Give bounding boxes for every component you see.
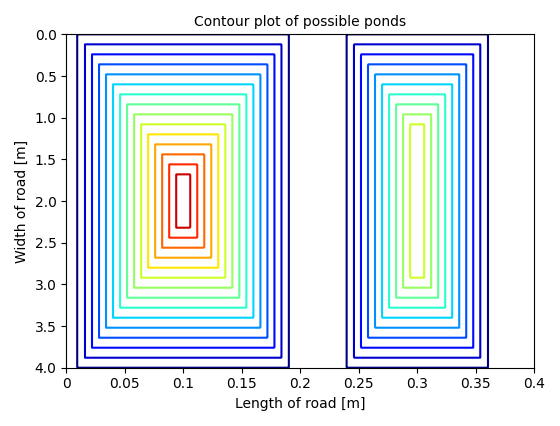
Y-axis label: Width of road [m]: Width of road [m] xyxy=(15,139,29,262)
X-axis label: Length of road [m]: Length of road [m] xyxy=(235,397,366,411)
Title: Contour plot of possible ponds: Contour plot of possible ponds xyxy=(194,15,406,29)
